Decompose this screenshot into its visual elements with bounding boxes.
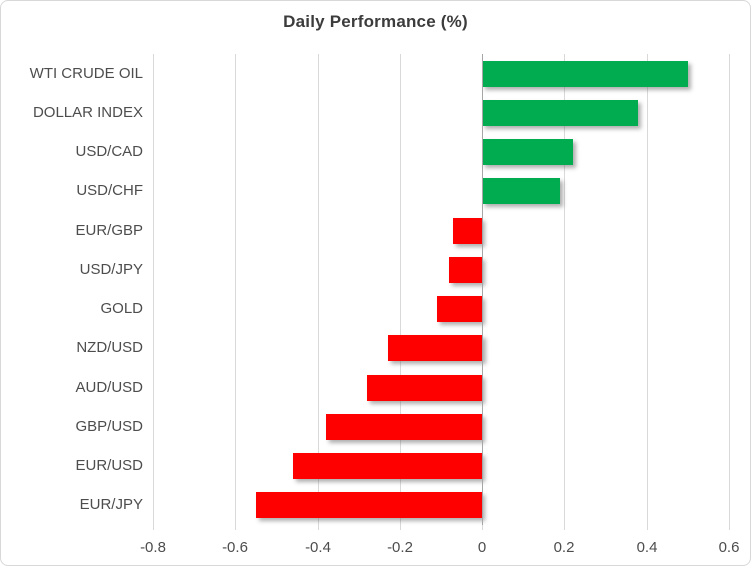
x-tick-label: 0.6: [718, 539, 740, 556]
x-tick-label: 0: [477, 539, 487, 556]
bar-eur-jpy: [256, 492, 482, 518]
bar-wti-crude-oil: [482, 61, 688, 87]
x-tick-label: 0.4: [636, 539, 658, 556]
category-label-eur-usd: EUR/USD: [75, 457, 143, 474]
gridline: [729, 54, 730, 530]
gridline: [318, 54, 319, 530]
category-label-eur-jpy: EUR/JPY: [79, 496, 143, 513]
category-label-aud-usd: AUD/USD: [75, 379, 143, 396]
category-label-wti-crude-oil: WTI CRUDE OIL: [29, 65, 143, 82]
x-tick-label: -0.2: [387, 539, 413, 556]
bar-nzd-usd: [388, 335, 483, 361]
category-label-usd-jpy: USD/JPY: [79, 261, 143, 278]
bar-gold: [437, 296, 482, 322]
gridline: [647, 54, 648, 530]
bar-aud-usd: [367, 375, 482, 401]
gridline: [564, 54, 565, 530]
category-label-gbp-usd: GBP/USD: [75, 418, 143, 435]
category-label-usd-cad: USD/CAD: [75, 143, 143, 160]
value-axis-line: [482, 54, 483, 525]
category-label-usd-chf: USD/CHF: [76, 182, 143, 199]
category-label-gold: GOLD: [100, 300, 143, 317]
chart-title: Daily Performance (%): [283, 12, 468, 31]
bar-usd-jpy: [449, 257, 482, 283]
gridline: [153, 54, 154, 530]
bar-dollar-index: [482, 100, 638, 126]
bar-usd-chf: [482, 178, 560, 204]
gridline: [235, 54, 236, 530]
category-label-eur-gbp: EUR/GBP: [75, 222, 143, 239]
bar-gbp-usd: [326, 414, 482, 440]
x-tick-label: -0.6: [222, 539, 248, 556]
bar-eur-usd: [293, 453, 482, 479]
x-tick-label: 0.2: [553, 539, 575, 556]
bar-usd-cad: [482, 139, 573, 165]
x-tick-label: -0.8: [140, 539, 166, 556]
gridline: [400, 54, 401, 530]
bar-eur-gbp: [453, 218, 482, 244]
category-label-nzd-usd: NZD/USD: [76, 339, 143, 356]
category-label-dollar-index: DOLLAR INDEX: [32, 104, 143, 121]
x-tick-label: -0.4: [305, 539, 331, 556]
